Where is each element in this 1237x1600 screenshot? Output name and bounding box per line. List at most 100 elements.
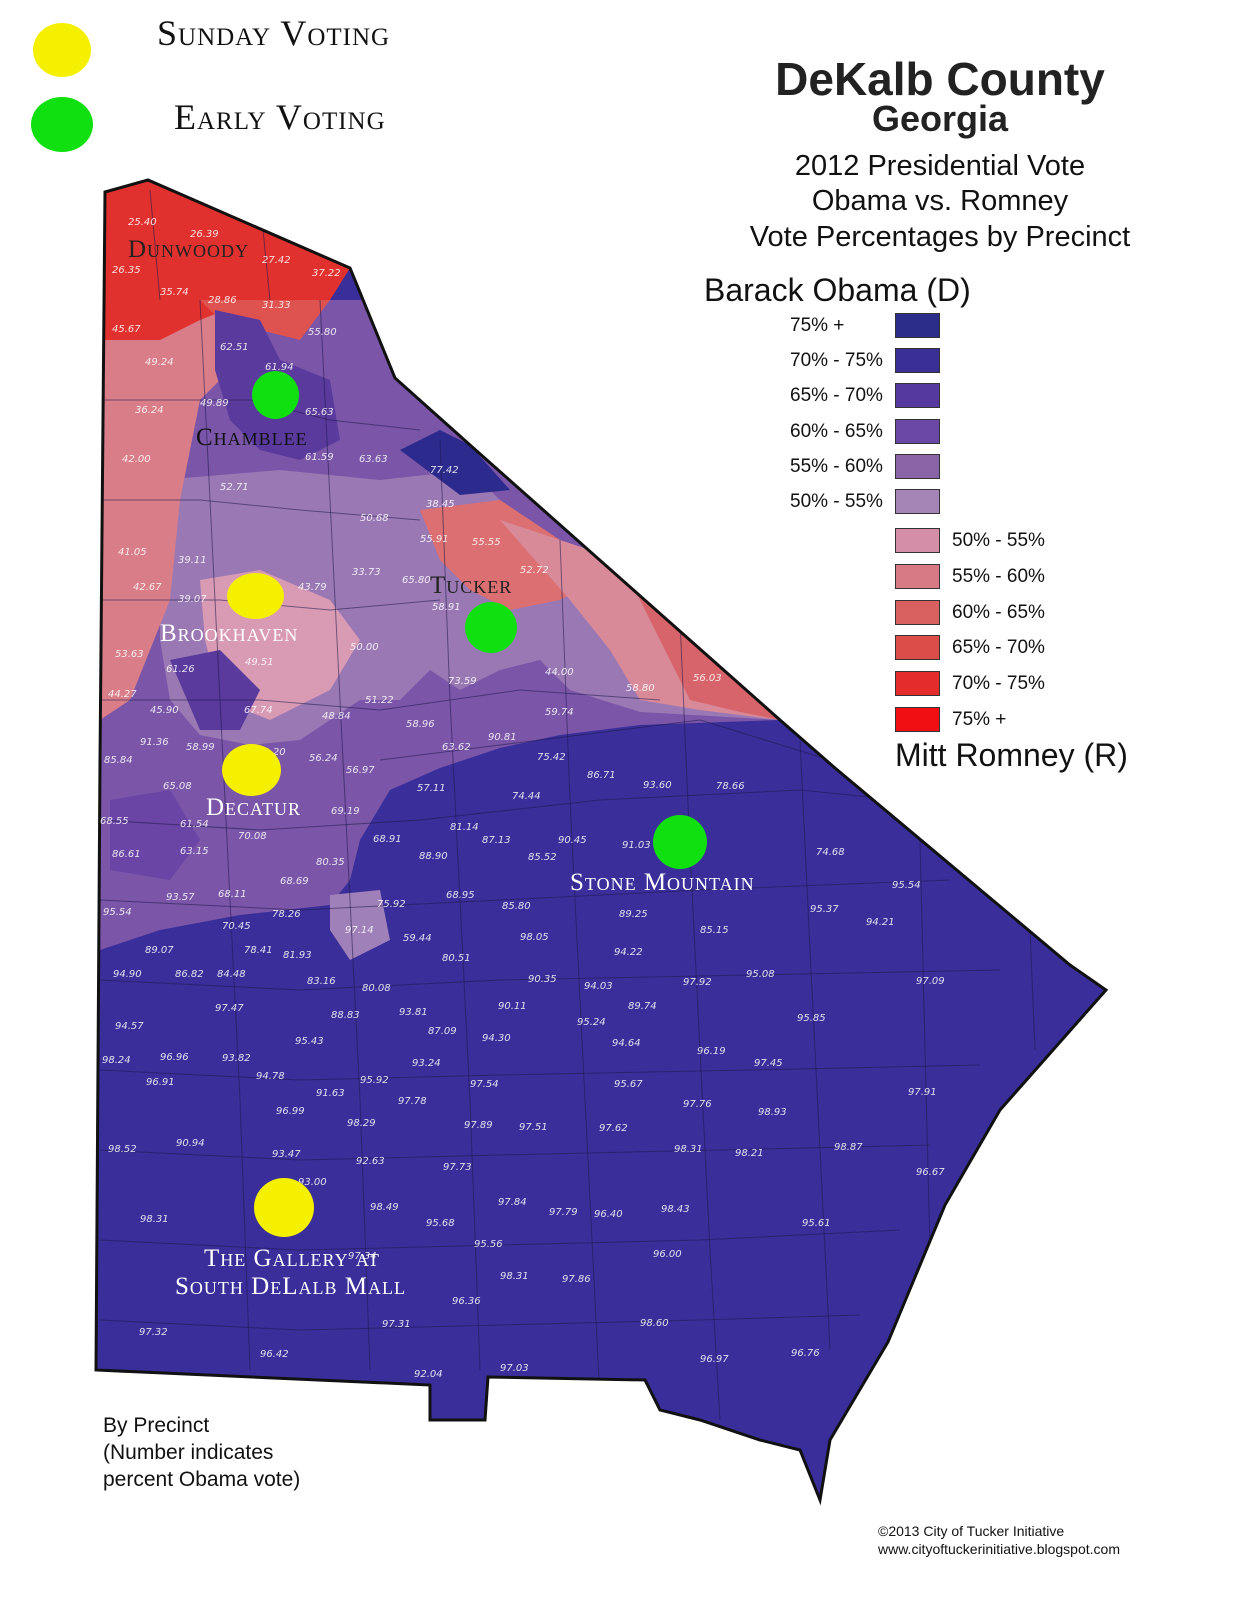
color-key-romney-swatch <box>895 600 940 625</box>
precinct-percent-label: 38.45 <box>426 499 455 510</box>
precinct-percent-label: 93.60 <box>643 780 672 791</box>
precinct-percent-label: 94.21 <box>866 917 895 928</box>
precinct-percent-label: 97.91 <box>908 1087 937 1098</box>
precinct-percent-label: 98.29 <box>347 1118 376 1129</box>
precinct-percent-label: 91.36 <box>140 737 169 748</box>
map-subtitle-candidates: Obama vs. Romney <box>811 185 1069 217</box>
precinct-percent-label: 96.76 <box>791 1348 820 1359</box>
precinct-percent-label: 98.05 <box>520 932 549 943</box>
precinct-percent-label: 75.42 <box>537 752 566 763</box>
early-voting-marker-chamblee[interactable] <box>252 371 299 419</box>
precinct-percent-label: 93.57 <box>166 892 195 903</box>
precinct-percent-label: 55.55 <box>472 537 501 548</box>
early-voting-marker-tucker[interactable] <box>465 602 517 653</box>
precinct-percent-label: 68.11 <box>218 889 247 900</box>
precinct-percent-label: 88.83 <box>331 1010 360 1021</box>
precinct-percent-label: 95.61 <box>802 1218 831 1229</box>
precinct-percent-label: 98.31 <box>674 1144 703 1155</box>
color-key-obama-swatch <box>895 383 940 408</box>
precinct-percent-label: 31.33 <box>262 300 291 311</box>
precinct-percent-label: 89.74 <box>628 1001 657 1012</box>
precinct-percent-label: 95.43 <box>295 1036 324 1047</box>
precinct-percent-label: 95.92 <box>360 1075 389 1086</box>
precinct-percent-label: 91.03 <box>622 840 651 851</box>
credit-url[interactable]: www.cityoftuckerinitiative.blogspot.com <box>878 1541 1120 1557</box>
precinct-percent-label: 97.47 <box>215 1003 244 1014</box>
precinct-percent-label: 85.80 <box>502 901 531 912</box>
precinct-percent-label: 63.62 <box>442 742 471 753</box>
precinct-percent-label: 97.86 <box>562 1274 591 1285</box>
precinct-percent-label: 98.31 <box>500 1271 529 1282</box>
precinct-percent-label: 92.04 <box>414 1369 443 1380</box>
precinct-percent-label: 97.03 <box>500 1363 529 1374</box>
precinct-percent-label: 69.19 <box>331 806 360 817</box>
precinct-percent-label: 98.24 <box>102 1055 131 1066</box>
color-key-romney-swatch <box>895 671 940 696</box>
precinct-percent-label: 97.51 <box>519 1122 548 1133</box>
sunday-voting-marker-brookhaven[interactable] <box>227 573 284 619</box>
map-subtitle-description: Vote Percentages by Precinct <box>749 221 1131 253</box>
precinct-percent-label: 90.94 <box>176 1138 205 1149</box>
precinct-percent-label: 39.11 <box>178 555 207 566</box>
precinct-percent-label: 74.44 <box>512 791 541 802</box>
precinct-percent-label: 97.92 <box>683 977 712 988</box>
precinct-percent-label: 43.79 <box>298 582 327 593</box>
precinct-percent-label: 58.91 <box>432 602 461 613</box>
color-key-obama-swatch <box>895 348 940 373</box>
precinct-percent-label: 58.80 <box>626 683 655 694</box>
precinct-percent-label: 89.25 <box>619 909 648 920</box>
precinct-percent-label: 90.81 <box>488 732 517 743</box>
early-voting-marker-stone-mountain[interactable] <box>653 815 707 869</box>
precinct-percent-label: 41.05 <box>118 547 147 558</box>
precinct-percent-label: 49.89 <box>200 398 229 409</box>
precinct-percent-label: 70.45 <box>222 921 251 932</box>
precinct-percent-label: 65.63 <box>305 407 334 418</box>
precinct-percent-label: 95.85 <box>797 1013 826 1024</box>
precinct-percent-label: 97.31 <box>382 1319 411 1330</box>
note-line3: percent Obama vote) <box>103 1468 301 1491</box>
precinct-percent-label: 49.51 <box>245 657 274 668</box>
precinct-percent-label: 80.35 <box>316 857 345 868</box>
precinct-percent-label: 97.79 <box>549 1207 578 1218</box>
color-key-obama-swatch <box>895 313 940 338</box>
precinct-percent-label: 94.90 <box>113 969 142 980</box>
sunday-voting-legend-label: Sunday Voting <box>157 13 391 53</box>
precinct-percent-label: 68.95 <box>446 890 475 901</box>
precinct-percent-label: 85.52 <box>528 852 557 863</box>
precinct-percent-label: 95.08 <box>746 969 775 980</box>
precinct-percent-label: 94.57 <box>115 1021 144 1032</box>
precinct-percent-label: 33.73 <box>352 567 381 578</box>
precinct-percent-label: 44.00 <box>545 667 574 678</box>
precinct-percent-label: 85.84 <box>104 755 133 766</box>
precinct-percent-label: 61.59 <box>305 452 334 463</box>
precinct-percent-label: 59.74 <box>545 707 574 718</box>
place-label-brookhaven: Brookhaven <box>160 620 299 647</box>
precinct-percent-label: 97.09 <box>916 976 945 987</box>
place-label-dunwoody: Dunwoody <box>128 236 250 263</box>
precinct-percent-label: 44.27 <box>108 689 137 700</box>
color-key-romney-swatch <box>895 635 940 660</box>
precinct-percent-label: 81.93 <box>283 950 312 961</box>
note-line2: (Number indicates <box>103 1441 274 1464</box>
precinct-percent-label: 94.78 <box>256 1071 285 1082</box>
color-key-romney-heading: Mitt Romney (R) <box>895 737 1128 773</box>
precinct-percent-label: 97.14 <box>345 925 374 936</box>
precinct-percent-label: 81.14 <box>450 822 479 833</box>
color-key-romney-label: 60% - 65% <box>952 602 1045 623</box>
color-key-obama-label: 60% - 65% <box>790 421 883 442</box>
precinct-percent-label: 35.74 <box>160 287 189 298</box>
precinct-percent-label: 96.36 <box>452 1296 481 1307</box>
sunday-voting-marker-decatur[interactable] <box>222 744 281 796</box>
precinct-percent-label: 61.54 <box>180 819 209 830</box>
precinct-percent-label: 96.97 <box>700 1354 729 1365</box>
precinct-percent-label: 95.37 <box>810 904 839 915</box>
precinct-percent-label: 98.87 <box>834 1142 863 1153</box>
place-label-decatur: Decatur <box>206 794 302 821</box>
precinct-percent-label: 96.42 <box>260 1349 289 1360</box>
precinct-percent-label: 57.11 <box>417 783 446 794</box>
precinct-percent-label: 56.97 <box>346 765 375 776</box>
precinct-percent-label: 58.96 <box>406 719 435 730</box>
sunday-voting-marker-gallery[interactable] <box>254 1178 314 1237</box>
precinct-percent-label: 94.30 <box>482 1033 511 1044</box>
credit-copyright: ©2013 City of Tucker Initiative <box>878 1523 1065 1539</box>
